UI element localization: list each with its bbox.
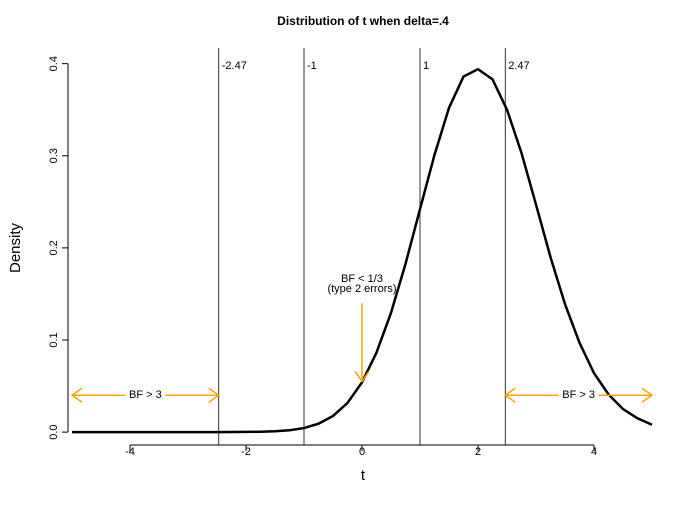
y-axis-label: Density <box>7 222 24 273</box>
y-tick-label: 0.2 <box>48 240 60 255</box>
y-tick-label: 0.3 <box>48 148 60 163</box>
arrow-head <box>70 387 83 403</box>
y-tick-label: 0.0 <box>48 424 60 439</box>
reference-label: 2.47 <box>508 60 529 72</box>
reference-label: -2.47 <box>222 60 247 72</box>
annotation-label: BF > 3 <box>562 389 595 401</box>
x-tick-label: -4 <box>125 446 135 458</box>
x-tick-label: 4 <box>591 446 597 458</box>
reference-label: 1 <box>423 60 429 72</box>
x-axis-label: t <box>361 467 366 484</box>
annotation-label: BF < 1/3 <box>341 273 383 285</box>
annotation-label: BF > 3 <box>129 389 162 401</box>
reference-label: -1 <box>307 60 317 72</box>
arrow-head <box>503 387 516 403</box>
arrow-head <box>354 371 370 383</box>
annotation-label: (type 2 errors) <box>327 283 396 295</box>
x-tick-label: 0 <box>359 446 365 458</box>
chart-title: Distribution of t when delta=.4 <box>277 14 449 28</box>
y-tick-label: 0.4 <box>48 56 60 71</box>
x-tick-label: 2 <box>475 446 481 458</box>
arrow-head <box>208 387 221 403</box>
label-background <box>125 389 166 402</box>
label-background <box>558 389 599 402</box>
x-tick-label: -2 <box>241 446 251 458</box>
arrow-head <box>641 387 654 403</box>
y-tick-label: 0.1 <box>48 332 60 347</box>
